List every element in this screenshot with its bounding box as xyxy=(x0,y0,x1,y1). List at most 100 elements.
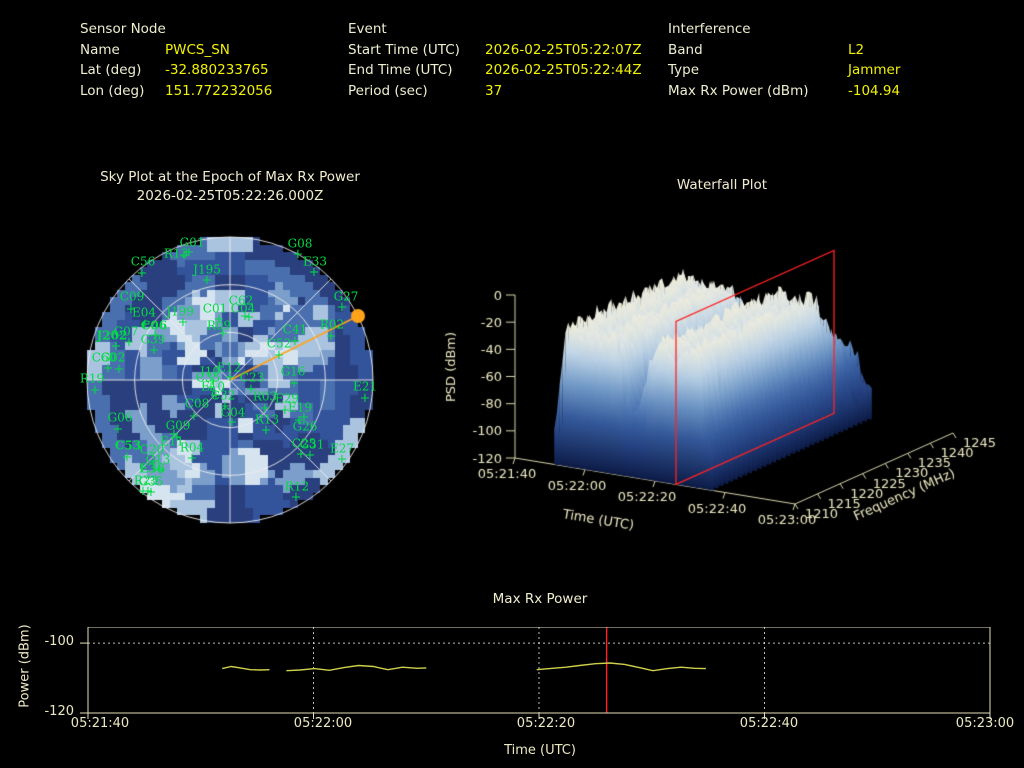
satellite-marker-e19: + xyxy=(293,412,305,428)
satellite-label-g35: G35 xyxy=(138,474,164,489)
satellite-marker-r13: + xyxy=(260,422,272,438)
satellite-marker-e36: + xyxy=(142,483,154,499)
satellite-label-e36: E36 xyxy=(139,461,165,476)
band-label: Band xyxy=(668,41,703,58)
satellite-label-g06: G06 xyxy=(107,410,133,425)
satellite-label-c08: C08 xyxy=(184,396,210,411)
satellite-marker-c06: + xyxy=(149,327,161,343)
satellite-label-e33: E33 xyxy=(302,254,328,269)
satellite-label-c56: C56 xyxy=(130,254,156,269)
satellite-label-e11: E11 xyxy=(159,434,185,449)
power-x-tick-label: 05:22:40 xyxy=(739,716,799,731)
satellite-marker-c04: + xyxy=(243,309,255,325)
satellite-marker-e29: + xyxy=(279,402,291,418)
name-value: PWCS_SN xyxy=(165,41,230,58)
satellite-label-g04: G04 xyxy=(220,405,246,420)
name-label: Name xyxy=(80,41,120,58)
satellite-marker-c60: + xyxy=(102,360,114,376)
satellite-label-e12: E12 xyxy=(216,360,242,375)
max-rx-power-value: -104.94 xyxy=(848,83,901,100)
power-x-tick-label: 05:22:00 xyxy=(293,716,353,731)
satellite-marker-e21: + xyxy=(359,390,371,406)
satellite-marker-r09: + xyxy=(217,325,229,341)
satellite-marker-g02: + xyxy=(113,361,125,377)
waterfall-title: Waterfall Plot xyxy=(676,177,768,193)
satellite-marker-g26: + xyxy=(298,409,310,425)
satellite-marker-r19: + xyxy=(89,382,101,398)
satellite-marker-j199: + xyxy=(177,314,189,330)
satellite-label-c41: C41 xyxy=(282,322,308,337)
satellite-label-c53: C53 xyxy=(114,438,142,453)
satellite-label-r04: R04 xyxy=(179,440,205,455)
satellite-label-c13: C13 xyxy=(145,452,171,467)
satellite-label-j202: J202 xyxy=(96,328,128,343)
satellite-marker-g35: + xyxy=(145,484,157,500)
satellite-label-g01: G01 xyxy=(179,235,205,250)
lat-label: Lat (deg) xyxy=(80,62,142,79)
satellite-label-c09: C09 xyxy=(119,289,145,304)
satellite-marker-g27: + xyxy=(336,299,348,315)
satellite-marker-c32: + xyxy=(219,398,231,414)
satellite-marker-g16: + xyxy=(288,375,300,391)
lat-value: -32.880233765 xyxy=(165,62,269,79)
sensor-node-title: Sensor Node xyxy=(80,21,166,37)
satellite-marker-c25: + xyxy=(295,446,307,462)
satellite-label-e29: E29 xyxy=(274,391,300,406)
satellite-label-c06: C06 xyxy=(140,318,168,333)
sensor-node-panel: Sensor Node Name PWCS_SN Lat (deg) -32.880… xyxy=(80,19,272,102)
type-label: Type xyxy=(668,62,700,79)
satellite-label-c62: C62 xyxy=(228,293,254,308)
satellite-marker-g08: + xyxy=(292,246,304,262)
satellite-marker-r03: + xyxy=(259,400,271,416)
satellite-label-r02: R02 xyxy=(319,317,345,332)
satellite-label-g31: G31 xyxy=(299,437,325,452)
satellite-label-r09: R09 xyxy=(206,318,232,333)
satellite-marker-j195: + xyxy=(201,272,213,288)
satellite-marker-c20: + xyxy=(148,453,160,469)
satellite-label-e27: E27 xyxy=(329,441,355,456)
satellite-label-e10: E10 xyxy=(200,379,226,394)
satellite-marker-c23: + xyxy=(245,381,257,397)
satellite-marker-c41: + xyxy=(289,333,301,349)
period-value: 37 xyxy=(485,83,503,100)
type-value: Jammer xyxy=(848,62,901,79)
satellite-label-g27: G27 xyxy=(333,289,359,304)
start-time-value: 2026-02-25T05:22:07Z xyxy=(485,41,642,58)
satellite-marker-g39: + xyxy=(148,342,160,358)
satellite-marker-g06: + xyxy=(112,421,124,437)
satellite-marker-g31: + xyxy=(304,447,316,463)
satellite-label-r13: R13 xyxy=(163,246,189,261)
sky-plot-subtitle: 2026-02-25T05:22:26.000Z xyxy=(136,188,324,204)
satellite-label-e19: E19 xyxy=(287,400,313,415)
sky-plot: + G01 + R13 + C56 + J195 + G08 + E33 + G27 + C09 + E04 + C0… xyxy=(80,230,380,530)
satellite-marker-r23: + xyxy=(137,483,149,499)
satellite-marker-r13: + xyxy=(178,247,190,263)
power-y-tick-label: -100 xyxy=(44,634,74,650)
satellite-marker-g01: + xyxy=(183,244,195,260)
sky-plot-canvas xyxy=(80,230,380,530)
end-time-value: 2026-02-25T05:22:44Z xyxy=(485,62,642,79)
satellite-label-e21: E21 xyxy=(352,379,378,394)
satellite-label-g02: G02 xyxy=(100,350,126,365)
satellite-marker-r12: + xyxy=(290,489,302,505)
power-plot xyxy=(80,627,991,719)
sky-plot-title: Sky Plot at the Epoch of Max Rx Power xyxy=(100,169,360,185)
power-plot-title: Max Rx Power xyxy=(492,591,588,607)
lon-label: Lon (deg) xyxy=(80,83,145,100)
satellite-marker-r04: + xyxy=(186,450,198,466)
satellite-marker-j10: + xyxy=(207,373,219,389)
satellite-label-r03: R03 xyxy=(252,389,278,404)
satellite-label-c60: C60 xyxy=(91,350,117,365)
satellite-label-c25: C25 xyxy=(291,436,317,451)
satellite-marker-e12: + xyxy=(224,369,236,385)
satellite-label-g39: G39 xyxy=(140,332,166,347)
satellite-marker-g04: + xyxy=(226,414,238,430)
satellite-marker-c08: + xyxy=(188,408,200,424)
power-x-axis-label: Time (UTC) xyxy=(504,743,576,758)
event-panel: Event Start Time (UTC) 2026-02-25T05:22:0… xyxy=(348,19,642,102)
satellite-marker-e27: + xyxy=(336,451,348,467)
band-value: L2 xyxy=(848,41,865,58)
satellite-label-c23: C23 xyxy=(239,370,265,385)
power-trace xyxy=(286,664,427,672)
end-time-label: End Time (UTC) xyxy=(348,62,453,79)
